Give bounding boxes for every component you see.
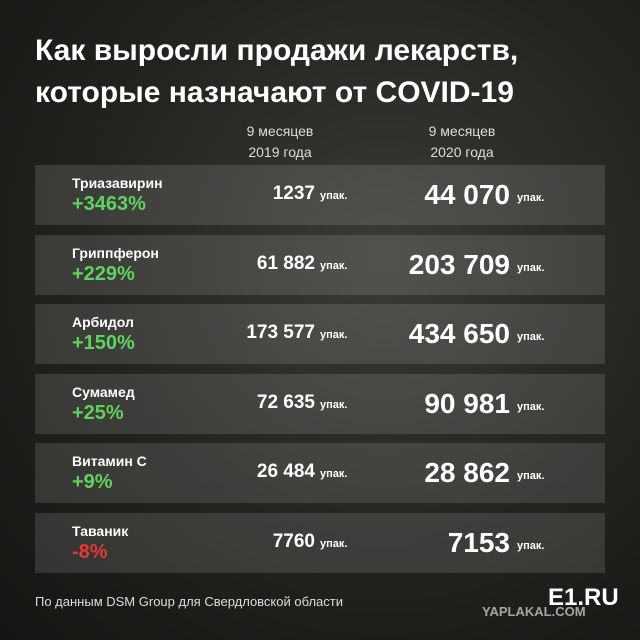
- value-2020: 203 709: [408, 248, 510, 280]
- change: +150%: [72, 332, 135, 354]
- unit: упак.: [517, 400, 545, 413]
- value-2020: 44 070: [424, 179, 510, 210]
- value-2020: 90 981: [424, 387, 510, 419]
- unit: упак.: [517, 331, 545, 343]
- value-2020: 28 862: [424, 457, 510, 488]
- value-2019: 1237: [272, 183, 315, 204]
- unit: упак.: [320, 190, 348, 202]
- table-row: Сумамед +25% 72 635 упак. 90 981 упак.: [35, 373, 605, 434]
- source: По данным DSM Group для Свердловской обл…: [35, 594, 343, 609]
- drug-name: Сумамед: [72, 383, 135, 400]
- unit: упак.: [517, 470, 545, 482]
- value-2019: 72 635: [256, 391, 315, 413]
- drug-name: Таваник: [72, 522, 129, 539]
- table-row: Гриппферон +229% 61 882 упак. 203 709 упак.: [35, 234, 605, 295]
- value-2020: 434 650: [408, 318, 510, 349]
- unit: упак.: [320, 398, 348, 411]
- title: которые назначают от COVID-19: [35, 76, 514, 109]
- change: +229%: [72, 262, 135, 285]
- table-row: Триазавирин +3463% 1237 упак. 44 070 упак.: [35, 165, 605, 225]
- unit: упак.: [320, 259, 348, 272]
- change: -8%: [72, 540, 108, 563]
- logo: E1.RU: [548, 584, 619, 611]
- unit: упак.: [517, 539, 545, 552]
- change: +3463%: [72, 193, 146, 215]
- value-2019: 61 882: [256, 252, 315, 274]
- column-header: 2019 года: [248, 144, 312, 160]
- drug-name: Витамин С: [72, 453, 147, 469]
- watermark: YAPLAKAL.COM: [482, 604, 586, 619]
- title: Как выросли продажи лекарств,: [35, 34, 519, 67]
- value-2019: 7760: [272, 530, 315, 552]
- drug-name: Гриппферон: [72, 244, 159, 261]
- drug-name: Триазавирин: [72, 175, 163, 191]
- table-row: Витамин С +9% 26 484 упак. 28 862 упак.: [35, 443, 605, 503]
- column-header: 2020 года: [430, 144, 494, 160]
- drug-name: Арбидол: [72, 314, 134, 330]
- table-row: Таваник -8% 7760 упак. 7153 упак.: [35, 512, 605, 573]
- unit: упак.: [517, 192, 545, 204]
- table-row: Арбидол +150% 173 577 упак. 434 650 упак.: [35, 304, 605, 364]
- unit: упак.: [320, 537, 348, 550]
- unit: упак.: [320, 329, 348, 341]
- unit: упак.: [517, 261, 545, 274]
- value-2019: 26 484: [256, 461, 315, 482]
- value-2020: 7153: [447, 526, 510, 558]
- value-2019: 173 577: [246, 322, 315, 343]
- change: +9%: [72, 471, 113, 493]
- column-header: 9 месяцев: [428, 123, 496, 139]
- unit: упак.: [320, 468, 348, 480]
- change: +25%: [72, 401, 124, 424]
- column-header: 9 месяцев: [246, 123, 314, 139]
